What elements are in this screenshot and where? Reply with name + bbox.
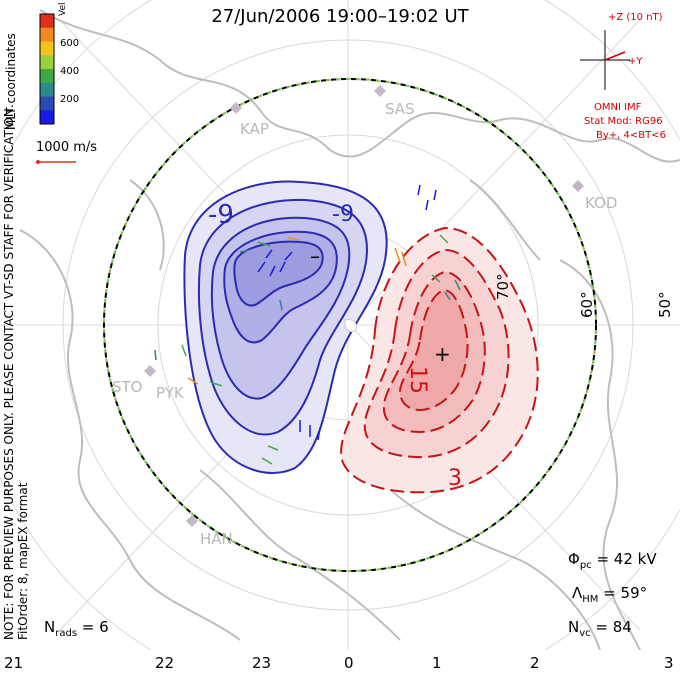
colorbar-segment	[40, 110, 54, 125]
coastlines	[19, 9, 680, 650]
station-pyk: PYK	[156, 384, 184, 402]
station-kod: KOD	[585, 194, 618, 212]
neg-contour-label: -9	[208, 200, 234, 230]
preview-note: NOTE: FOR PREVIEW PURPOSES ONLY. PLEASE …	[2, 104, 16, 640]
colorbar-segment	[40, 82, 54, 97]
n-rads: Nrads = 6	[44, 618, 109, 639]
lat-60: 60°	[578, 291, 596, 318]
station-han: HAN	[200, 530, 233, 548]
imf-condition: By+, 4<BT<6	[596, 130, 666, 141]
colorbar-segment	[40, 69, 54, 84]
vel-tick-200: 200	[60, 94, 80, 105]
pos-contour-label: 15	[405, 366, 430, 394]
lat-70: 70°	[494, 273, 512, 300]
lat-50: 50°	[656, 291, 674, 318]
velocity-colorbar	[39, 13, 55, 125]
phi-pc: Φpc = 42 kV	[568, 550, 657, 571]
colorbar-segment	[40, 55, 54, 70]
vel-tick-600: 600	[60, 38, 80, 49]
colorbar-segment	[40, 41, 54, 56]
colorbar-segment	[40, 27, 54, 42]
mlt-23: 23	[252, 654, 272, 672]
imf-model: Stat Mod: RG96	[584, 116, 663, 127]
imf-y-label: +Y	[628, 56, 643, 67]
negative-potential-cell	[183, 180, 388, 474]
imf-source: OMNI IMF	[594, 102, 642, 113]
n-vc: Nvc = 84	[568, 618, 632, 639]
mlt-0: 0	[344, 654, 354, 672]
page-title: 27/Jun/2006 19:00–19:02 UT	[211, 6, 469, 27]
station-sas: SAS	[385, 100, 415, 118]
data-gap	[344, 319, 357, 333]
mlt-21: 21	[4, 654, 24, 672]
colorbar-segment	[40, 14, 54, 29]
fit-order-label: FitOrder: 8, mapEX format	[16, 482, 30, 640]
colorbar-segment	[40, 96, 54, 111]
positive-potential-cell	[340, 226, 539, 494]
mlt-22: 22	[155, 654, 175, 672]
vel-label: Vel [m/s]	[58, 0, 68, 16]
neg-min-mark: –	[310, 244, 320, 268]
scale-label: 1000 m/s	[36, 140, 98, 155]
station-sto: STO	[112, 378, 143, 396]
velocity-vectors	[154, 184, 461, 465]
pos-contour-label-b: 3	[448, 466, 462, 491]
mlt-2: 2	[530, 654, 540, 672]
imf-clock-dial	[580, 30, 630, 90]
vel-tick-400: 400	[60, 66, 80, 77]
lambda-hm: ΛHM = 59°	[572, 584, 648, 605]
station-kap: KAP	[240, 120, 269, 138]
pos-max-mark: +	[434, 342, 451, 366]
neg-contour-label-b: -9	[332, 202, 354, 227]
mlt-3: 3	[664, 654, 674, 672]
imf-z-label: +Z (10 nT)	[608, 12, 663, 23]
station-markers	[144, 85, 584, 527]
mlt-1: 1	[432, 654, 442, 672]
